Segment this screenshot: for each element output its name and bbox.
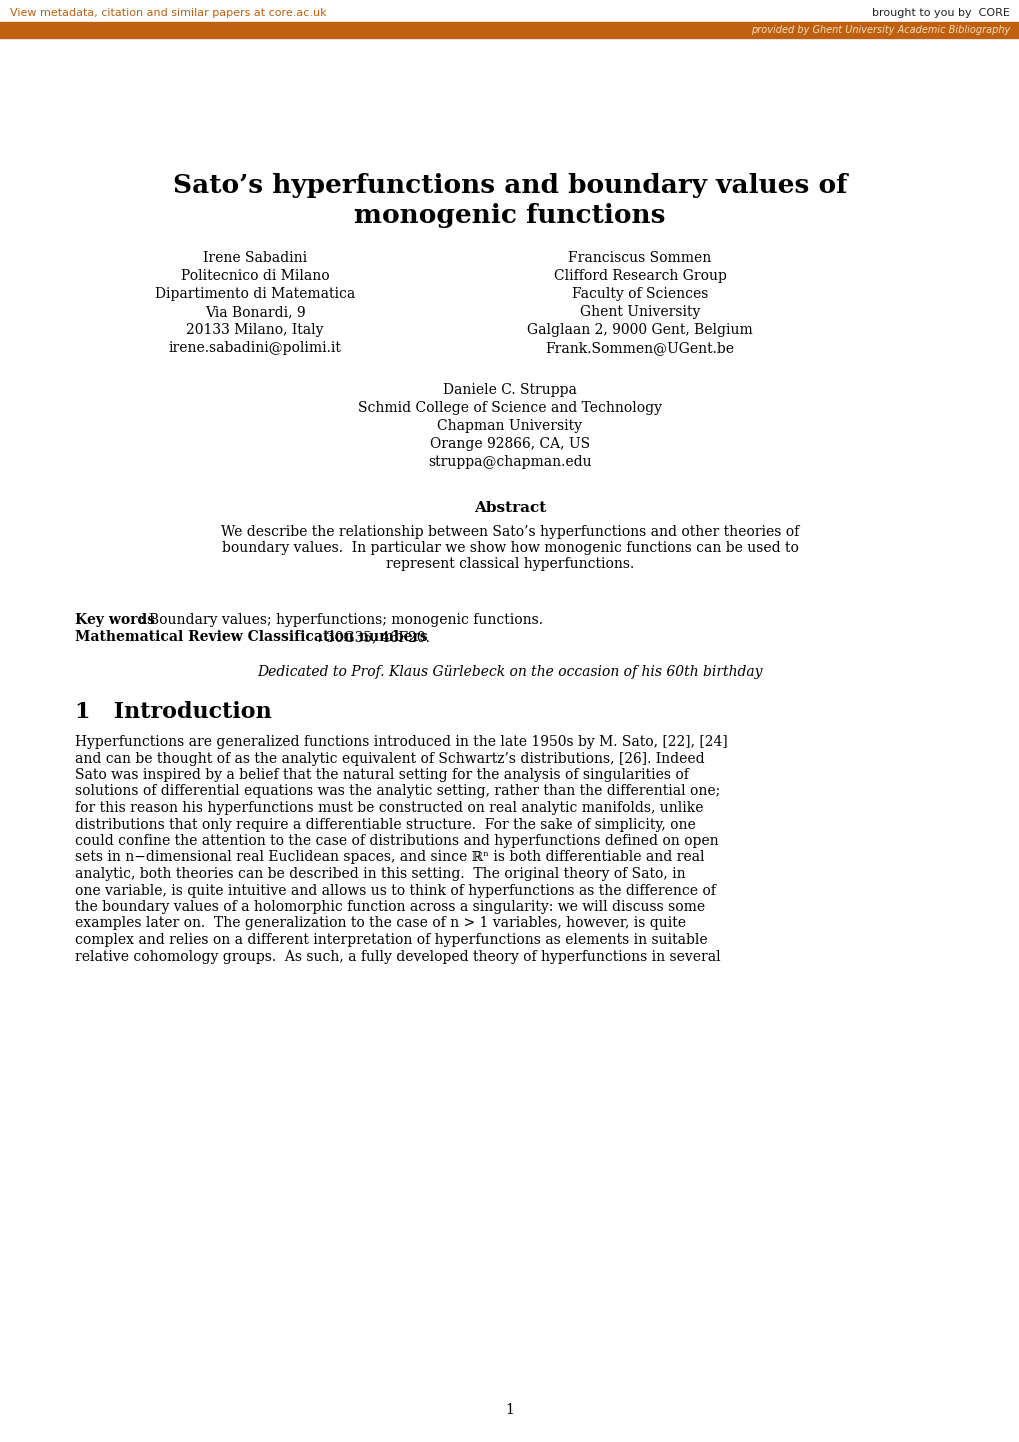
Text: Frank.Sommen@UGent.be: Frank.Sommen@UGent.be xyxy=(545,340,734,355)
Text: 20133 Milano, Italy: 20133 Milano, Italy xyxy=(186,323,323,337)
Text: : 30G35, 46F20.: : 30G35, 46F20. xyxy=(317,630,429,645)
Text: could confine the attention to the case of distributions and hyperfunctions defi: could confine the attention to the case … xyxy=(75,833,718,848)
Text: Abstract: Abstract xyxy=(474,500,545,515)
Text: provided by Ghent University Academic Bibliography: provided by Ghent University Academic Bi… xyxy=(750,25,1009,35)
Text: Key words: Key words xyxy=(75,613,155,627)
Text: Dipartimento di Matematica: Dipartimento di Matematica xyxy=(155,287,355,301)
Text: examples later on.  The generalization to the case of n > 1 variables, however, : examples later on. The generalization to… xyxy=(75,917,686,930)
Text: for this reason his hyperfunctions must be constructed on real analytic manifold: for this reason his hyperfunctions must … xyxy=(75,800,703,815)
Text: 1: 1 xyxy=(505,1403,514,1417)
Text: Dedicated to Prof. Klaus Gürlebeck on the occasion of his 60th birthday: Dedicated to Prof. Klaus Gürlebeck on th… xyxy=(257,665,762,679)
Text: : Boundary values; hyperfunctions; monogenic functions.: : Boundary values; hyperfunctions; monog… xyxy=(140,613,542,627)
Text: brought to you by  CORE: brought to you by CORE xyxy=(871,9,1009,17)
Text: Politecnico di Milano: Politecnico di Milano xyxy=(180,270,329,283)
Text: struppa@chapman.edu: struppa@chapman.edu xyxy=(428,456,591,469)
Text: Schmid College of Science and Technology: Schmid College of Science and Technology xyxy=(358,401,661,415)
Text: We describe the relationship between Sato’s hyperfunctions and other theories of: We describe the relationship between Sat… xyxy=(221,525,798,539)
Text: Clifford Research Group: Clifford Research Group xyxy=(553,270,726,283)
Text: and can be thought of as the analytic equivalent of Schwartz’s distributions, [2: and can be thought of as the analytic eq… xyxy=(75,751,704,766)
Text: complex and relies on a different interpretation of hyperfunctions as elements i: complex and relies on a different interp… xyxy=(75,933,707,947)
Text: Hyperfunctions are generalized functions introduced in the late 1950s by M. Sato: Hyperfunctions are generalized functions… xyxy=(75,735,727,748)
Text: Galglaan 2, 9000 Gent, Belgium: Galglaan 2, 9000 Gent, Belgium xyxy=(527,323,752,337)
Text: monogenic functions: monogenic functions xyxy=(354,202,665,228)
Text: relative cohomology groups.  As such, a fully developed theory of hyperfunctions: relative cohomology groups. As such, a f… xyxy=(75,949,719,963)
Text: represent classical hyperfunctions.: represent classical hyperfunctions. xyxy=(385,557,634,571)
Text: distributions that only require a differentiable structure.  For the sake of sim: distributions that only require a differ… xyxy=(75,818,695,832)
Text: Franciscus Sommen: Franciscus Sommen xyxy=(568,251,711,265)
Text: boundary values.  In particular we show how monogenic functions can be used to: boundary values. In particular we show h… xyxy=(221,541,798,555)
Text: Via Bonardi, 9: Via Bonardi, 9 xyxy=(205,306,305,319)
Text: Mathematical Review Classification numbers: Mathematical Review Classification numbe… xyxy=(75,630,427,645)
Text: one variable, is quite intuitive and allows us to think of hyperfunctions as the: one variable, is quite intuitive and all… xyxy=(75,884,715,897)
Text: the boundary values of a holomorphic function across a singularity: we will disc: the boundary values of a holomorphic fun… xyxy=(75,900,704,914)
Bar xyxy=(0,22,1019,37)
Text: analytic, both theories can be described in this setting.  The original theory o: analytic, both theories can be described… xyxy=(75,867,685,881)
Text: Sato was inspired by a belief that the natural setting for the analysis of singu: Sato was inspired by a belief that the n… xyxy=(75,769,688,782)
Text: Orange 92866, CA, US: Orange 92866, CA, US xyxy=(430,437,589,451)
Text: solutions of differential equations was the analytic setting, rather than the di: solutions of differential equations was … xyxy=(75,784,719,799)
Text: Faculty of Sciences: Faculty of Sciences xyxy=(572,287,707,301)
Text: Ghent University: Ghent University xyxy=(579,306,699,319)
Text: Daniele C. Struppa: Daniele C. Struppa xyxy=(442,384,577,397)
Text: View metadata, citation and similar papers at core.ac.uk: View metadata, citation and similar pape… xyxy=(10,9,326,17)
Text: Chapman University: Chapman University xyxy=(437,420,582,433)
Text: 1   Introduction: 1 Introduction xyxy=(75,701,271,722)
Text: sets in n−dimensional real Euclidean spaces, and since ℝⁿ is both differentiable: sets in n−dimensional real Euclidean spa… xyxy=(75,851,704,865)
Text: Irene Sabadini: Irene Sabadini xyxy=(203,251,307,265)
Text: Sato’s hyperfunctions and boundary values of: Sato’s hyperfunctions and boundary value… xyxy=(172,173,847,198)
Text: irene.sabadini@polimi.it: irene.sabadini@polimi.it xyxy=(168,340,341,355)
